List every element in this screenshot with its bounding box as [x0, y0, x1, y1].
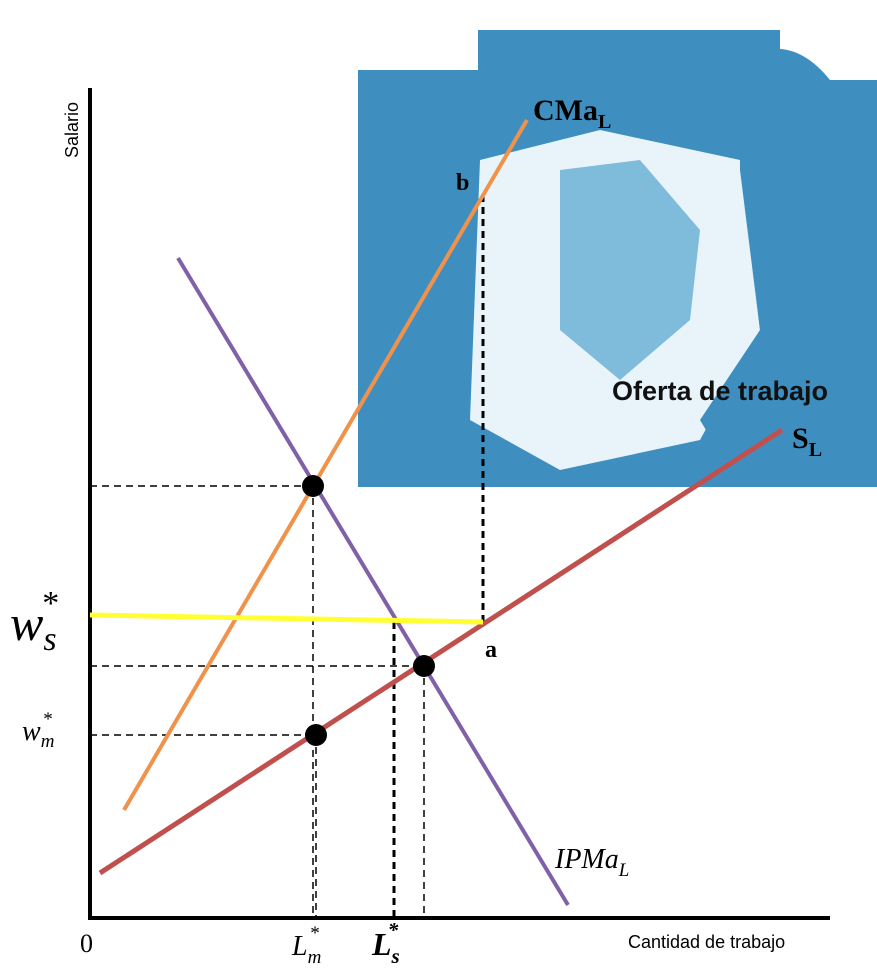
supply-label: SL	[792, 422, 822, 461]
guides	[90, 195, 485, 918]
label-part: *	[42, 709, 52, 730]
label-part: w	[10, 595, 43, 651]
marginal-cost-curve	[122, 118, 529, 812]
quantity-label: Lm *	[291, 923, 321, 968]
cma-label: CMaL	[533, 94, 611, 133]
label-part: m	[308, 947, 322, 968]
supply-curve	[98, 427, 784, 876]
wage-label: ws*	[10, 585, 58, 658]
mrp-curve	[176, 256, 570, 907]
label-part: S	[792, 422, 809, 455]
photo	[358, 30, 877, 487]
label-part: w	[22, 716, 41, 747]
label-part: L	[371, 926, 392, 962]
label-part: L	[291, 931, 308, 962]
label-part: *	[41, 585, 58, 622]
label-part: L	[809, 439, 822, 461]
wage-label: wm*	[22, 709, 54, 752]
label-part: CMa	[533, 94, 598, 127]
label-part: IPMa	[554, 844, 619, 875]
point	[305, 724, 327, 746]
label-part: m	[41, 731, 55, 752]
label-part: L	[598, 111, 611, 133]
label-part: s	[391, 944, 400, 968]
label-part: s	[43, 621, 56, 658]
point	[413, 655, 435, 677]
supply-title: Oferta de trabajo	[612, 376, 828, 406]
origin-label: 0	[80, 929, 93, 958]
x-axis-label: Cantidad de trabajo	[628, 932, 785, 952]
quantity-label: Ls*	[371, 918, 400, 968]
label-part: *	[388, 918, 399, 942]
point-label: b	[456, 170, 469, 196]
mrp-label: IPMaL	[554, 844, 629, 881]
minimum-wage-line	[89, 612, 484, 625]
label-part: *	[309, 923, 319, 944]
point	[302, 475, 324, 497]
y-axis-label: Salario	[62, 102, 82, 158]
label-part: L	[618, 860, 630, 881]
point-label: a	[485, 637, 497, 663]
